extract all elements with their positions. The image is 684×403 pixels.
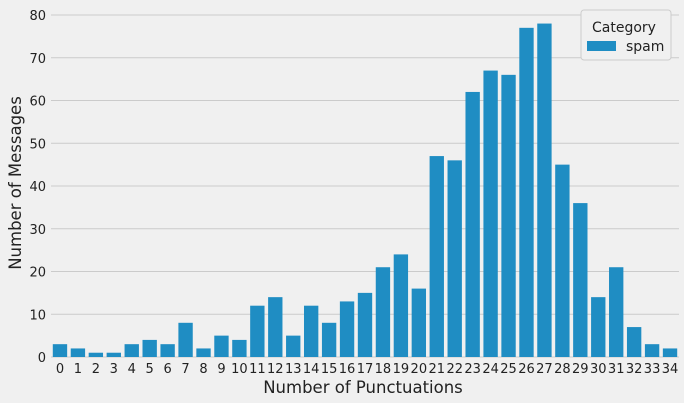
bar-29 [573, 203, 588, 357]
y-tick-labels: 0 10 20 30 40 50 60 70 80 [29, 9, 46, 366]
x-tick-label-4: 4 [128, 362, 136, 377]
bar-9 [214, 335, 229, 357]
bar-34 [662, 348, 678, 357]
bar-4 [124, 344, 139, 357]
x-tick-label-22: 22 [446, 362, 463, 377]
bar-23 [465, 91, 480, 357]
legend-title: Category [592, 20, 656, 36]
y-tick-label-0: 0 [38, 351, 46, 366]
x-tick-label-16: 16 [339, 362, 356, 377]
x-tick-label-14: 14 [303, 362, 320, 377]
bar-13 [286, 335, 301, 357]
x-tick-label-6: 6 [163, 362, 171, 377]
x-tick-label-19: 19 [393, 362, 410, 377]
x-tick-label-26: 26 [518, 362, 535, 377]
bar-24 [483, 70, 498, 357]
x-tick-label-5: 5 [146, 362, 154, 377]
bar-10 [232, 339, 247, 357]
bars [52, 23, 678, 358]
bar-17 [357, 292, 373, 357]
bar-22 [447, 160, 462, 357]
y-tick-label-10: 10 [29, 308, 46, 323]
x-tick-label-34: 34 [662, 362, 679, 377]
x-tick-label-8: 8 [199, 362, 207, 377]
bar-26 [519, 27, 534, 357]
bar-25 [501, 74, 516, 357]
bar-21 [429, 156, 444, 357]
legend: Category spam [580, 9, 672, 61]
x-axis-label: Number of Punctuations [263, 378, 463, 397]
x-tick-label-21: 21 [428, 362, 445, 377]
bar-11 [250, 305, 265, 357]
bar-14 [303, 305, 319, 357]
x-tick-label-28: 28 [554, 362, 571, 377]
bar-31 [609, 267, 624, 357]
x-tick-label-30: 30 [590, 362, 607, 377]
x-tick-label-9: 9 [217, 362, 225, 377]
x-tick-label-25: 25 [500, 362, 517, 377]
x-tick-label-29: 29 [572, 362, 589, 377]
bar-5 [142, 339, 157, 357]
bar-6 [160, 344, 175, 357]
bar-28 [555, 164, 570, 357]
bar-33 [644, 344, 660, 357]
bar-16 [339, 301, 355, 357]
bar-12 [268, 297, 283, 357]
bar-8 [196, 348, 211, 357]
grid-lines [51, 14, 679, 358]
x-tick-label-10: 10 [231, 362, 248, 377]
bar-0 [52, 344, 68, 357]
x-tick-labels: 0 1 2 3 4 5 6 7 8 9 10 11 12 13 14 15 16 17 18 19 20 21 22 23 24… [56, 362, 678, 377]
legend-swatch [587, 41, 616, 51]
x-tick-label-11: 11 [249, 362, 266, 377]
bar-1 [70, 348, 86, 357]
x-tick-label-3: 3 [110, 362, 118, 377]
x-tick-label-31: 31 [608, 362, 625, 377]
x-tick-label-33: 33 [644, 362, 661, 377]
y-tick-label-50: 50 [29, 137, 46, 152]
x-tick-label-18: 18 [375, 362, 392, 377]
bar-15 [321, 322, 337, 357]
y-tick-label-80: 80 [29, 9, 46, 24]
x-tick-label-1: 1 [74, 362, 82, 377]
bar-20 [411, 288, 427, 357]
bar-3 [106, 352, 121, 357]
bar-27 [537, 23, 552, 358]
x-tick-label-32: 32 [626, 362, 643, 377]
x-tick-label-13: 13 [285, 362, 302, 377]
legend-label-spam: spam [626, 39, 664, 55]
bar-30 [591, 297, 606, 357]
x-tick-label-23: 23 [464, 362, 481, 377]
bar-19 [393, 254, 409, 357]
y-tick-label-40: 40 [29, 180, 46, 195]
x-tick-label-15: 15 [321, 362, 338, 377]
x-tick-label-17: 17 [357, 362, 374, 377]
x-tick-label-0: 0 [56, 362, 64, 377]
y-tick-label-60: 60 [29, 95, 46, 110]
y-axis-label: Number of Messages [6, 96, 25, 270]
bar-7 [178, 322, 193, 357]
x-tick-label-27: 27 [536, 362, 553, 377]
y-tick-label-70: 70 [29, 52, 46, 67]
x-tick-label-2: 2 [92, 362, 100, 377]
bar-2 [88, 352, 104, 357]
x-tick-label-12: 12 [267, 362, 284, 377]
bar-18 [375, 267, 391, 357]
y-tick-label-30: 30 [29, 223, 46, 238]
bar-32 [626, 327, 642, 357]
x-tick-label-7: 7 [181, 362, 189, 377]
y-tick-label-20: 20 [29, 266, 46, 281]
x-tick-label-24: 24 [482, 362, 499, 377]
x-tick-label-20: 20 [411, 362, 428, 377]
